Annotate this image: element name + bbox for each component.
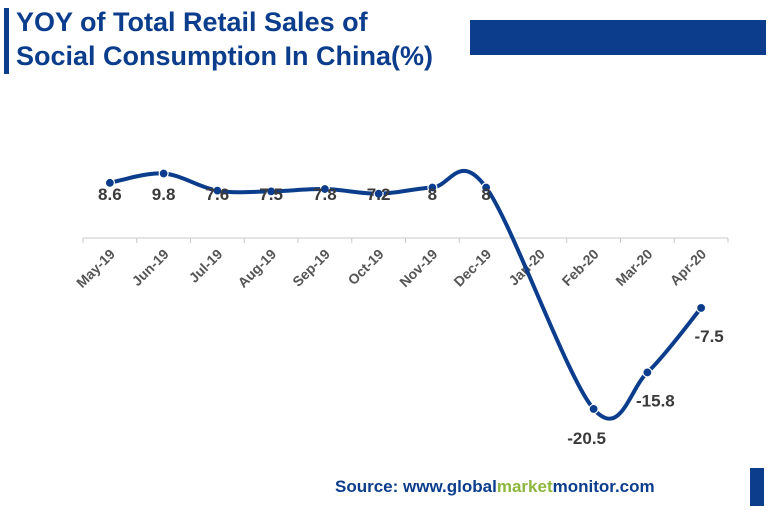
data-label: 7.5: [259, 185, 283, 204]
chart-title: YOY of Total Retail Sales of Social Cons…: [16, 5, 433, 73]
data-label: -20.5: [567, 429, 606, 448]
footer-accent-bar: [750, 468, 764, 506]
x-tick-label: Jul-19: [186, 246, 226, 286]
data-label: -15.8: [636, 391, 675, 410]
data-point: [104, 177, 115, 188]
series-line: [107, 168, 704, 421]
data-point: [481, 182, 492, 193]
source-monitor: monitor: [552, 477, 615, 496]
data-label: 8: [481, 185, 490, 204]
x-tick-label: Mar-20: [612, 246, 655, 289]
data-label: 7.8: [313, 185, 337, 204]
data-point: [696, 302, 707, 314]
x-tick-label: Oct-19: [345, 246, 387, 288]
data-point: [642, 367, 653, 378]
x-tick-label: Nov-19: [396, 246, 440, 290]
title-line-1: YOY of Total Retail Sales of: [16, 7, 368, 37]
title-accent-bar: [4, 8, 9, 74]
header-decoration: [470, 20, 766, 55]
title-line-2: Social Consumption In China(%): [16, 41, 433, 71]
source-market: market: [496, 477, 553, 496]
data-point: [212, 185, 223, 196]
data-label: 7.6: [206, 185, 230, 204]
source-suffix: .com: [614, 477, 655, 496]
data-point: [158, 168, 169, 179]
x-tick-label: Apr-20: [667, 246, 710, 289]
source-global: global: [446, 477, 497, 496]
x-tick-label: Dec-19: [450, 246, 494, 290]
data-label: 8.6: [98, 185, 122, 204]
x-tick-label: Aug-19: [234, 246, 279, 291]
x-tick-label: Jun-19: [129, 246, 172, 289]
x-tick-label: Sep-19: [289, 246, 333, 290]
x-tick-label: Feb-20: [559, 246, 602, 289]
data-label: 9.8: [152, 185, 176, 204]
x-tick-label: May-19: [73, 246, 118, 291]
source-text: Source: www.globalmarketmonitor.com: [335, 477, 655, 497]
data-point: [373, 188, 384, 199]
data-point: [427, 182, 438, 193]
source-prefix: Source: www.: [335, 477, 447, 496]
data-point: [319, 183, 330, 195]
data-label: 7.2: [367, 185, 391, 204]
data-point: [266, 186, 277, 197]
data-label: -7.5: [694, 327, 723, 346]
data-point: [588, 403, 599, 415]
data-label: 8: [428, 185, 437, 204]
